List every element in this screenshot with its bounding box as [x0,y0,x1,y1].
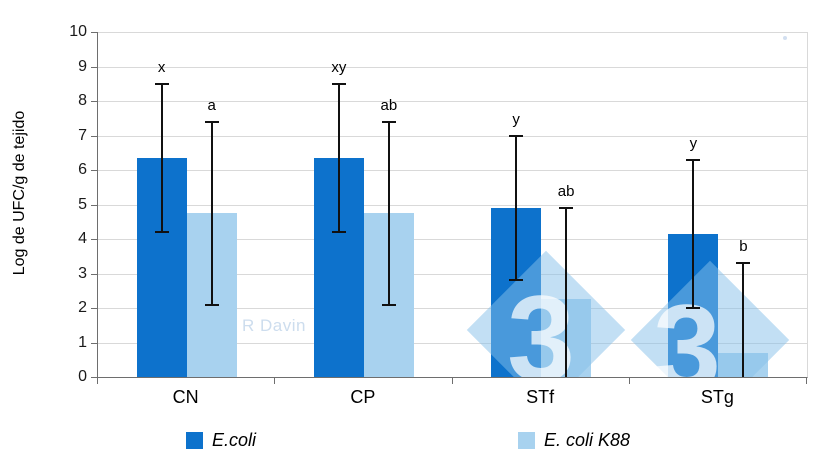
y-tick-5 [91,204,97,206]
sig-label-ecoli-STg: y [689,134,698,152]
watermark-author-text: R Davin [242,316,306,335]
errorbar-cap-top-ecoli-STg [686,158,701,161]
y-tick-3 [91,273,97,275]
sig-label-k88-STf: ab [557,182,575,200]
x-tick-0 [97,378,98,384]
watermark-mark-2: 3 [653,279,721,378]
errorbar-ecoli-STf [515,135,518,281]
y-tick-9 [91,66,97,68]
y-tick-label-5: 5 [78,195,87,213]
y-tick-label-1: 1 [78,333,87,351]
y-tick-1 [91,342,97,344]
sig-label-k88-CN: a [207,96,216,114]
y-tick-label-8: 8 [78,92,87,109]
errorbar-k88-STg [742,263,745,377]
sig-label-k88-CP: ab [380,96,398,114]
errorbar-cap-bottom-ecoli-CN [154,231,169,234]
legend-swatch-k88 [518,431,535,449]
x-tick-4 [806,378,807,384]
watermark-mark-1: 3 [507,270,575,378]
legend-label-k88: E. coli K88 [544,429,631,450]
errorbar-cap-top-k88-STg [736,262,751,265]
errorbar-cap-top-ecoli-CN [154,82,169,85]
gridline-2 [98,308,807,309]
legend-item-k88: E. coli K88 [518,430,630,450]
errorbar-cap-bottom-ecoli-STg [686,307,701,309]
y-tick-label-3: 3 [78,264,87,282]
legend-swatch-ecoli [186,431,203,449]
y-tick-7 [91,135,97,137]
errorbar-ecoli-CP [337,83,340,233]
y-tick-4 [91,239,97,240]
sig-label-ecoli-CN: x [157,58,166,76]
errorbar-ecoli-STg [692,159,695,308]
errorbar-cap-top-k88-CP [381,120,396,123]
y-tick-6 [91,170,97,171]
sig-label-ecoli-STf: y [512,110,520,128]
y-axis-title: Log de UFC/g de tejido [11,110,28,276]
gridline-5 [98,204,807,206]
y-tick-8 [91,101,97,102]
sig-label-ecoli-CP: xy [331,58,347,76]
y-tick-label-2: 2 [78,299,87,316]
gridline-4 [98,239,807,240]
errorbar-cap-top-k88-CN [204,120,219,123]
errorbar-k88-CP [387,121,390,305]
x-category-label-STf: STf [526,387,555,407]
y-tick-label-9: 9 [78,57,87,75]
errorbar-cap-bottom-ecoli-CP [331,231,346,234]
errorbar-ecoli-CN [160,83,163,233]
y-tick-0 [91,377,97,378]
legend-item-ecoli: E.coli [186,430,256,450]
plot-area: 3 3 x xy y y a ab ab b [97,32,808,378]
y-tick-label-0: 0 [78,368,87,385]
x-category-label-CN: CN [172,387,199,407]
y-tick-label-7: 7 [78,126,87,144]
errorbar-cap-bottom-ecoli-STf [509,279,524,282]
gridline-8 [98,101,807,102]
errorbar-cap-bottom-k88-CN [204,303,219,306]
legend-label-ecoli: E.coli [212,429,257,450]
errorbar-cap-bottom-k88-CP [381,303,396,306]
gridline-6 [98,170,807,171]
x-tick-2 [451,378,453,384]
gridline-3 [98,273,807,275]
x-category-label-STg: STg [700,387,734,407]
y-tick-2 [91,308,97,309]
x-tick-1 [274,378,276,384]
errorbar-cap-top-ecoli-STf [509,134,524,137]
gridline-10 [98,32,807,33]
gridline-9 [98,66,807,68]
y-tick-label-6: 6 [78,161,87,178]
gridline-7 [98,135,807,137]
y-tick-label-10: 10 [69,23,87,40]
watermark-dot [783,36,787,40]
gridline-1 [98,342,807,344]
x-tick-3 [628,378,630,384]
errorbar-cap-top-k88-STf [559,206,574,209]
y-tick-10 [91,32,97,33]
x-category-label-CP: CP [350,387,376,407]
errorbar-k88-CN [210,121,213,305]
sig-label-k88-STg: b [739,238,748,256]
errorbar-k88-STf [565,207,568,377]
errorbar-cap-top-ecoli-CP [331,82,346,85]
y-tick-label-4: 4 [78,230,87,247]
